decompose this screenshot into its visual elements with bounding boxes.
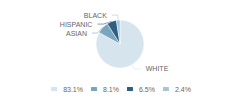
svg-text:HISPANIC: HISPANIC [60, 21, 93, 28]
svg-text:2.4%: 2.4% [175, 86, 191, 93]
svg-text:8.1%: 8.1% [103, 86, 119, 93]
svg-text:BLACK: BLACK [84, 12, 107, 19]
svg-text:83.1%: 83.1% [63, 86, 83, 93]
svg-text:6.5%: 6.5% [139, 86, 155, 93]
svg-text:ASIAN: ASIAN [66, 30, 87, 37]
svg-text:WHITE: WHITE [146, 65, 169, 72]
